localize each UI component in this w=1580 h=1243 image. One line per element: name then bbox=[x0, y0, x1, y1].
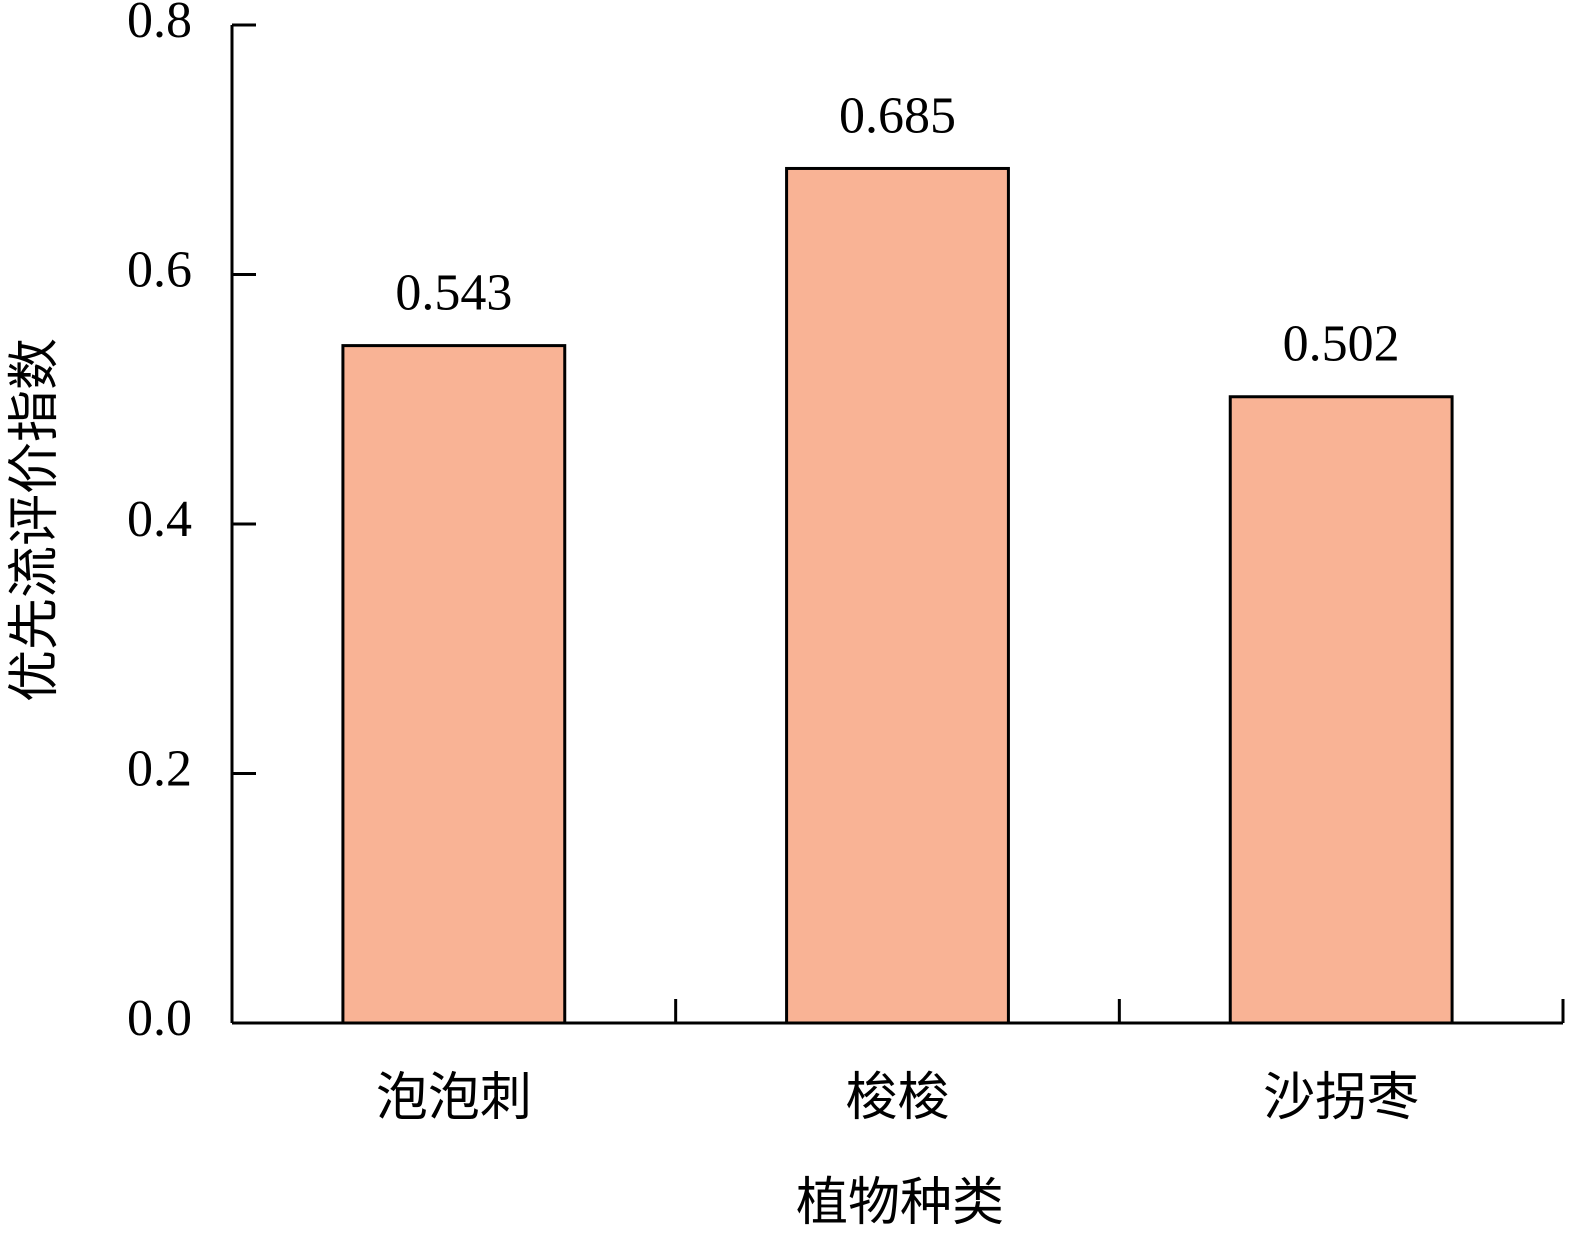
x-tick-label: 泡泡刺 bbox=[376, 1070, 532, 1127]
bar bbox=[785, 166, 1010, 1025]
y-tick-label: 0.2 bbox=[127, 740, 192, 797]
y-tick-label: 0.8 bbox=[127, 0, 192, 49]
y-tick-label: 0.6 bbox=[127, 241, 192, 298]
value-label: 0.685 bbox=[839, 87, 956, 144]
bar bbox=[341, 344, 567, 1025]
value-label: 0.543 bbox=[395, 265, 512, 322]
y-tick-label: 0.4 bbox=[127, 491, 192, 548]
x-tick-label: 沙拐枣 bbox=[1263, 1070, 1419, 1127]
y-tick-label: 0.0 bbox=[127, 990, 192, 1047]
y-axis-label: 优先流评价指数 bbox=[7, 338, 64, 702]
value-label: 0.502 bbox=[1283, 316, 1400, 373]
x-tick-label: 梭梭 bbox=[845, 1070, 949, 1127]
bar bbox=[1228, 395, 1454, 1025]
x-axis-label: 植物种类 bbox=[796, 1175, 1004, 1232]
